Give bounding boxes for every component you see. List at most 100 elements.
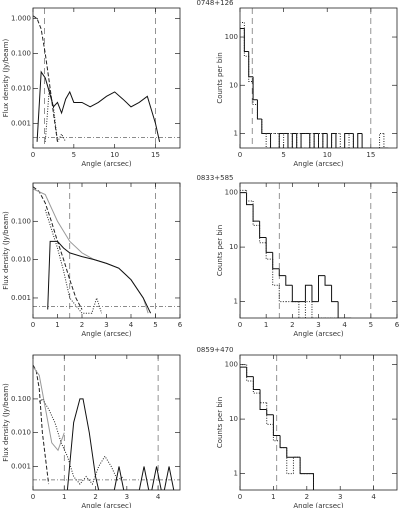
- histogram-step: [283, 132, 288, 148]
- histogram-step: [278, 268, 286, 277]
- x-tick-label: 4: [371, 493, 376, 501]
- histogram-step: [259, 389, 267, 410]
- histogram-step: [266, 409, 274, 416]
- histogram-step: [266, 402, 274, 425]
- histogram-step: [286, 447, 294, 475]
- histogram-step: [313, 132, 319, 148]
- histogram-step: [383, 133, 389, 148]
- plot-area: [33, 355, 180, 490]
- x-tick-label: 1: [271, 493, 275, 501]
- x-tick-label: 15: [151, 151, 160, 159]
- plot-area: [33, 183, 180, 318]
- x-tick-label: 0: [238, 493, 242, 501]
- x-tick-label: 2: [93, 493, 97, 501]
- histogram-step: [261, 118, 267, 134]
- y-tick-label: 10: [229, 243, 238, 251]
- histogram-step: [309, 133, 315, 148]
- histogram-step: [291, 133, 297, 148]
- x-tick-label: 5: [281, 151, 285, 159]
- histogram-step: [300, 133, 306, 148]
- histogram-step: [318, 133, 323, 148]
- profile-line: [33, 364, 50, 485]
- axes-frame: [239, 354, 398, 491]
- histogram-step: [252, 381, 261, 394]
- histogram-step: [248, 56, 254, 82]
- histogram-step: [240, 364, 247, 490]
- histogram-step: [331, 285, 339, 303]
- x-tick-label: 3: [338, 493, 342, 501]
- profile-line: [33, 366, 65, 452]
- histogram-step: [240, 22, 245, 148]
- x-axis-label: Angle (arcsec): [81, 330, 132, 338]
- histogram-step: [309, 132, 315, 148]
- histogram-step: [311, 285, 319, 303]
- x-tick-label: 3: [125, 493, 129, 501]
- histogram-step: [292, 456, 301, 474]
- x-tick-label: 5: [369, 321, 373, 329]
- histogram-step: [287, 133, 293, 148]
- histogram-step: [318, 132, 323, 148]
- x-tick-label: 5: [72, 151, 76, 159]
- histogram-step: [279, 435, 287, 449]
- y-axis-label: Flux density (Jy/beam): [2, 38, 10, 117]
- x-tick-label: 6: [178, 321, 183, 329]
- y-tick-label: 0.010: [11, 429, 31, 437]
- panel: 0748+126 Angle (arcsec) Flux density (Jy/b…: [2, 0, 234, 168]
- histogram-step: [299, 457, 307, 475]
- panel: 0833+585 Angle (arcsec) Flux density (Jy/b…: [2, 174, 234, 338]
- histogram-step: [261, 118, 267, 134]
- histogram-step: [352, 133, 358, 148]
- panel: Angle (arcsec) Counts per bin 0 1 2 3 4 5 6 1 10 10…: [216, 182, 400, 338]
- histogram-step: [252, 76, 258, 101]
- y-tick-label: 0.100: [11, 50, 31, 58]
- x-tick-label: 2: [305, 493, 309, 501]
- profile-line: [38, 398, 124, 486]
- profile-line: [44, 88, 67, 144]
- histogram-step: [298, 301, 306, 318]
- x-tick-label: 2: [290, 321, 294, 329]
- y-tick-label: 0.100: [11, 395, 31, 403]
- histogram-step: [270, 132, 275, 148]
- histogram-step: [306, 473, 314, 490]
- histogram-step: [240, 189, 247, 318]
- y-axis-label: Counts per bin: [216, 52, 224, 103]
- x-axis-label: Angle (arcsec): [81, 502, 132, 508]
- histogram-step: [361, 133, 367, 148]
- axes-frame: [239, 7, 398, 149]
- x-tick-label: 10: [110, 151, 119, 159]
- histogram-step: [265, 237, 273, 253]
- histogram-step: [252, 376, 261, 390]
- histogram-step: [352, 133, 358, 148]
- histogram-step: [291, 132, 297, 148]
- y-tick-label: 1: [234, 298, 238, 306]
- x-axis-label: Angle (arcsec): [81, 160, 132, 168]
- histogram-step: [331, 132, 336, 148]
- histogram-step: [252, 201, 260, 226]
- histogram-step: [278, 133, 284, 148]
- histogram-step: [322, 132, 328, 148]
- plot-area: [33, 8, 180, 148]
- histogram-step: [259, 393, 267, 404]
- y-tick-label: 1.000: [11, 15, 31, 23]
- x-tick-label: 10: [323, 151, 332, 159]
- histogram-step: [272, 259, 280, 286]
- x-tick-label: 5: [153, 321, 157, 329]
- histogram-step: [339, 133, 345, 148]
- y-tick-label: 100: [225, 33, 238, 41]
- histogram-step: [243, 28, 249, 53]
- x-tick-label: 0: [238, 151, 242, 159]
- y-tick-label: 10: [229, 81, 238, 89]
- histogram-step: [246, 190, 254, 202]
- x-tick-label: 4: [129, 321, 134, 329]
- histogram-step: [246, 364, 254, 382]
- x-tick-label: 4: [342, 321, 347, 329]
- x-axis-label: Angle (arcsec): [293, 160, 344, 168]
- histogram-step: [246, 367, 254, 378]
- panel: Angle (arcsec) Counts per bin 0 1 2 3 4 1 10 100: [216, 354, 398, 508]
- x-tick-label: 1: [264, 321, 268, 329]
- histogram-step: [313, 133, 319, 148]
- x-axis-label: Angle (arcsec): [293, 330, 344, 338]
- histogram-step: [256, 104, 262, 120]
- histogram-step: [270, 133, 275, 148]
